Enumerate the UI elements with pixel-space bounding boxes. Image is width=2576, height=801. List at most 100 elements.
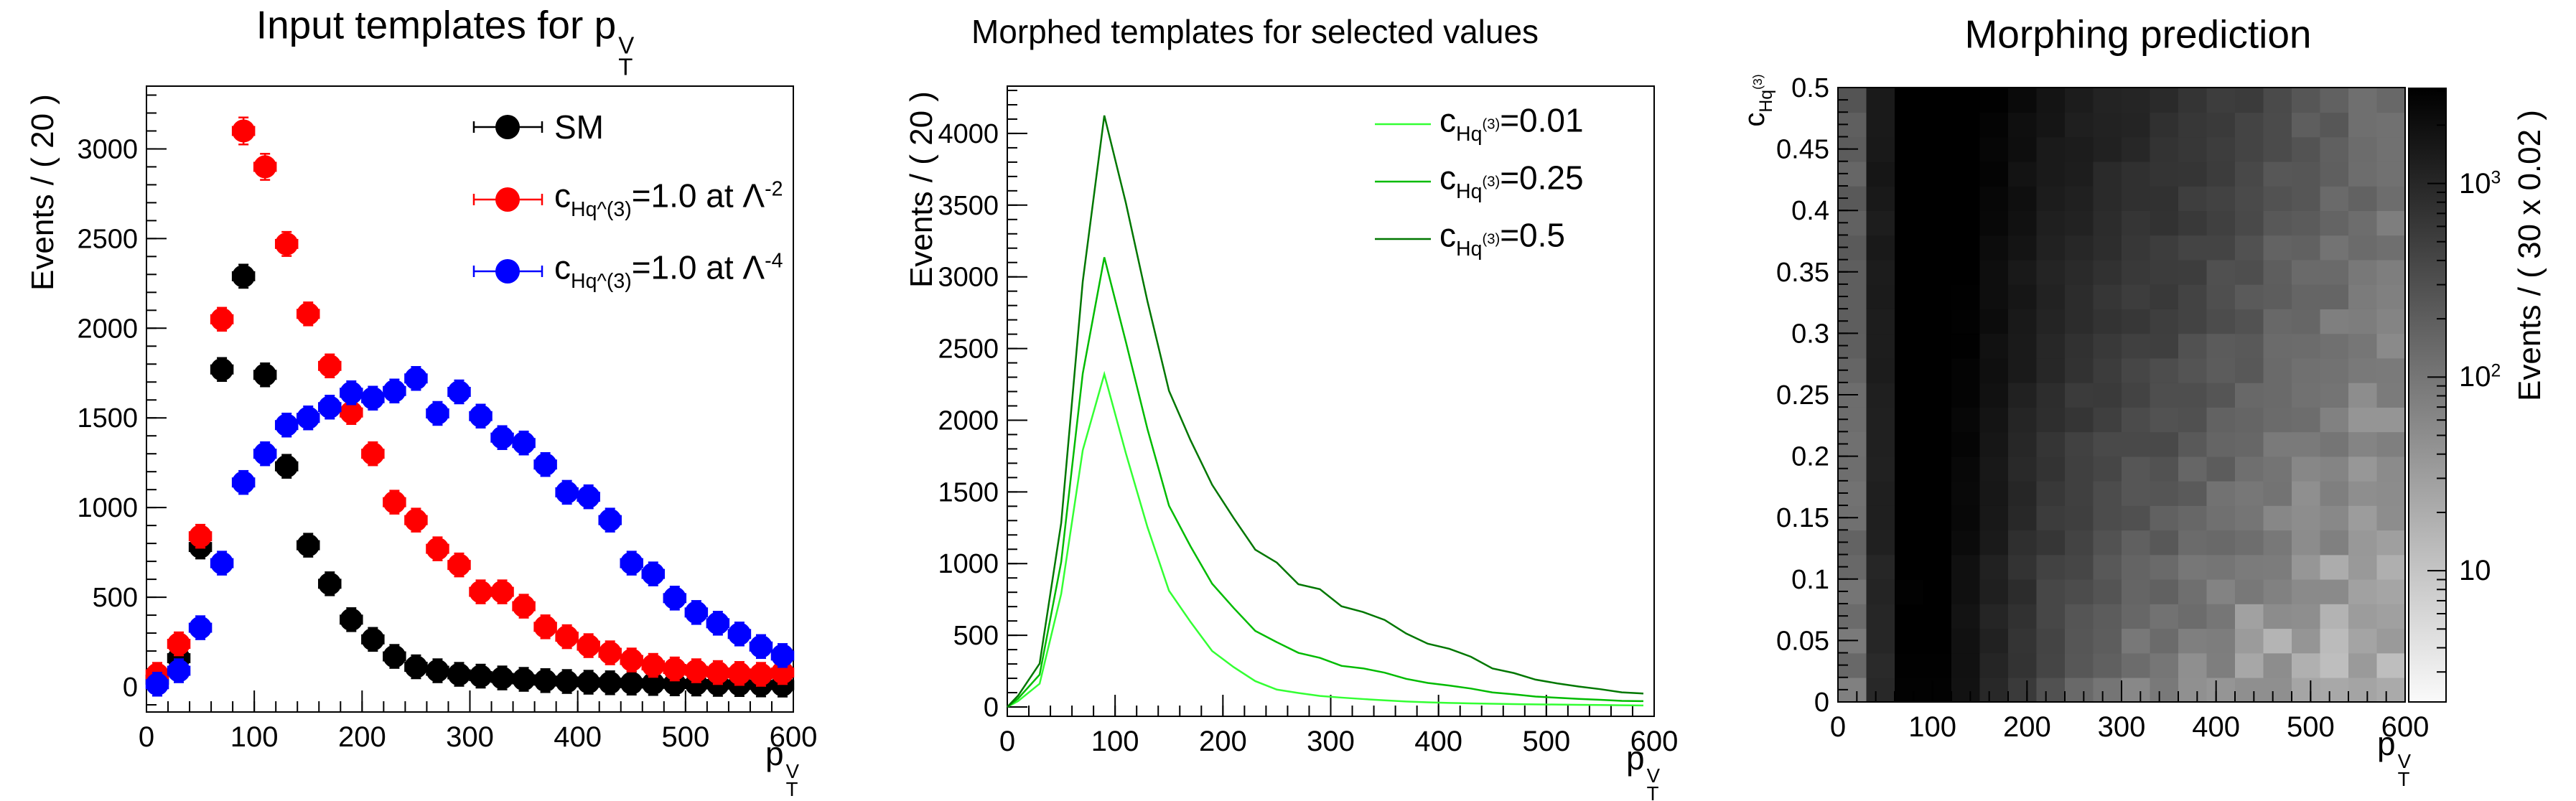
data-point: [297, 406, 320, 430]
heatmap-cell: [1979, 554, 2009, 580]
heatmap-cell: [1923, 480, 1952, 506]
legend-marker: [495, 187, 520, 212]
heatmap-cell: [2348, 480, 2378, 506]
data-point: [210, 307, 234, 331]
heatmap-cell: [2292, 382, 2321, 408]
heatmap-cell: [1923, 309, 1952, 334]
heatmap-cell: [2376, 333, 2406, 359]
data-point: [232, 471, 256, 495]
heatmap-cell: [1951, 530, 1981, 556]
heatmap-cell: [2008, 628, 2038, 654]
heatmap-cell: [2348, 88, 2378, 113]
heatmap-cell: [2036, 259, 2066, 285]
heatmap-cell: [2235, 309, 2264, 334]
heatmap-cell: [2093, 357, 2122, 383]
heatmap-cell: [2348, 284, 2378, 309]
heatmap-cell: [1895, 357, 1924, 383]
heatmap-cell: [2206, 578, 2236, 604]
heatmap-cell: [1866, 333, 1895, 359]
heatmap-cell: [1979, 357, 2009, 383]
heatmap-cell: [1923, 136, 1952, 162]
heatmap-cell: [2150, 505, 2179, 531]
data-point: [318, 395, 342, 419]
heatmap-cell: [2320, 161, 2349, 187]
heatmap-cell: [2008, 161, 2038, 187]
heatmap-cell: [2292, 357, 2321, 383]
heatmap-cell: [1923, 628, 1952, 654]
heatmap-cell: [1979, 480, 2009, 506]
heatmap-cell: [2206, 161, 2236, 187]
middle-panel-y-tick-label: 4000: [938, 119, 999, 149]
data-point: [684, 601, 708, 624]
heatmap-cell: [1866, 309, 1895, 334]
heatmap-cell: [2122, 628, 2151, 654]
heatmap-cell: [2036, 161, 2066, 187]
heatmap-cell: [1979, 578, 2009, 604]
heatmap-cell: [2263, 382, 2292, 408]
heatmap-cell: [2376, 309, 2406, 334]
heatmap-cell: [1951, 382, 1981, 408]
left-panel-x-tick-label: 0: [139, 721, 154, 753]
heatmap-cell: [2320, 604, 2349, 629]
heatmap-cell: [2008, 333, 2038, 359]
data-point: [533, 615, 557, 639]
heatmap-cell: [2206, 431, 2236, 457]
heatmap-cell: [2206, 604, 2236, 629]
heatmap-cell: [2093, 309, 2122, 334]
heatmap-cell: [2178, 431, 2208, 457]
left-panel-y-tick-label: 500: [93, 583, 138, 613]
right-panel-y-tick-label: 0.35: [1776, 258, 1829, 288]
heatmap-cell: [2093, 382, 2122, 408]
heatmap-cell: [2065, 530, 2094, 556]
heatmap-cell: [2235, 604, 2264, 629]
heatmap-cell: [2376, 652, 2406, 678]
data-point: [340, 400, 363, 424]
heatmap-cell: [1979, 431, 2009, 457]
left-panel-x-tick-label: 600: [770, 721, 818, 753]
heatmap-cell: [2093, 480, 2122, 506]
heatmap-cell: [2348, 505, 2378, 531]
heatmap-cell: [1979, 382, 2009, 408]
middle-panel-frame: [1007, 85, 1655, 717]
data-point: [361, 442, 385, 466]
heatmap-cell: [2150, 161, 2179, 187]
heatmap-cell: [2065, 578, 2094, 604]
heatmap-cell: [2036, 456, 2066, 482]
heatmap-cell: [2292, 235, 2321, 261]
heatmap-cell: [2320, 628, 2349, 654]
data-point: [253, 363, 277, 387]
heatmap-cell: [2263, 604, 2292, 629]
heatmap-cell: [2348, 530, 2378, 556]
heatmap-cell: [2206, 235, 2236, 261]
heatmap-cell: [2150, 333, 2179, 359]
heatmap-cell: [2065, 112, 2094, 138]
heatmap-cell: [1866, 604, 1895, 629]
heatmap-cell: [2178, 652, 2208, 678]
heatmap-cell: [2320, 530, 2349, 556]
heatmap-cell: [2263, 628, 2292, 654]
heatmap-cell: [2178, 407, 2208, 433]
heatmap-cell: [2178, 604, 2208, 629]
data-point: [167, 659, 191, 683]
heatmap-cell: [2093, 88, 2122, 113]
heatmap-cell: [2122, 578, 2151, 604]
heatmap-cell: [1895, 235, 1924, 261]
heatmap-cell: [1866, 431, 1895, 457]
heatmap-cell: [2036, 652, 2066, 678]
left-panel-x-tick-label: 200: [338, 721, 386, 753]
heatmap-cell: [1866, 284, 1895, 309]
heatmap-cell: [2150, 284, 2179, 309]
heatmap-cell: [2235, 284, 2264, 309]
heatmap-cell: [2036, 505, 2066, 531]
heatmap-cell: [2348, 112, 2378, 138]
data-point: [318, 354, 342, 378]
data-point: [297, 533, 320, 557]
heatmap-cell: [2235, 407, 2264, 433]
heatmap-cell: [2292, 604, 2321, 629]
heatmap-cell: [2065, 333, 2094, 359]
right-panel-y-tick-label: 0.15: [1776, 503, 1829, 533]
data-point: [663, 586, 686, 610]
heatmap-cell: [2292, 677, 2321, 703]
heatmap-cell: [2348, 554, 2378, 580]
heatmap-cell: [2178, 161, 2208, 187]
